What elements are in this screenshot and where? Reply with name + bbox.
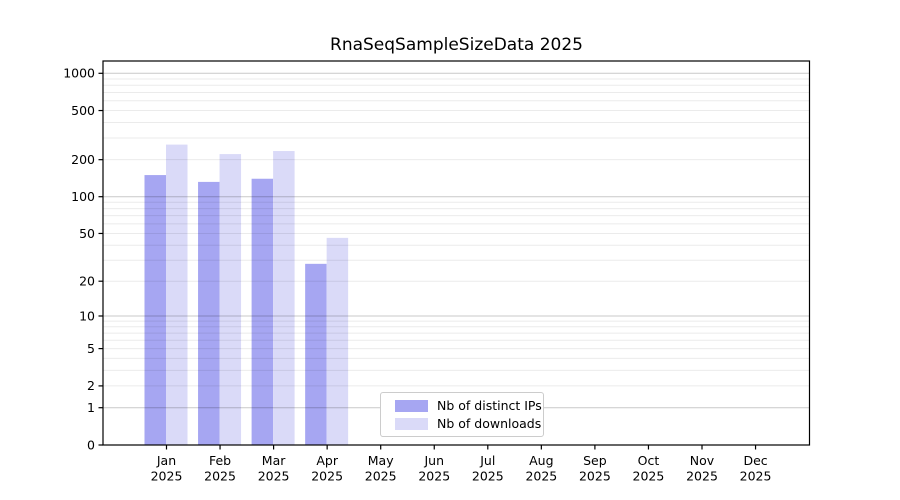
bar-downloads-jan xyxy=(166,144,188,445)
x-tick-label-feb: Feb xyxy=(209,453,231,468)
x-tick-label-oct: Oct xyxy=(638,453,660,468)
bar-distinct-ips-mar xyxy=(251,178,274,445)
legend-item-downloads: Nb of downloads xyxy=(395,416,541,432)
legend: Nb of distinct IPs Nb of downloads xyxy=(380,392,544,437)
y-tick-label-5: 5 xyxy=(87,341,95,356)
x-tick-label-year-aug: 2025 xyxy=(525,469,557,484)
x-tick-label-year-oct: 2025 xyxy=(633,469,665,484)
x-tick-label-year-nov: 2025 xyxy=(686,469,718,484)
y-tick-label-10: 10 xyxy=(79,308,95,323)
legend-label-distinct-ips: Nb of distinct IPs xyxy=(437,397,542,413)
y-tick-label-1000: 1000 xyxy=(63,66,95,81)
legend-label-downloads: Nb of downloads xyxy=(437,415,542,431)
y-tick-label-500: 500 xyxy=(71,103,95,118)
x-tick-label-jun: Jun xyxy=(423,453,444,468)
bar-downloads-mar xyxy=(273,151,295,445)
chart-title: RnaSeqSampleSizeData 2025 xyxy=(330,35,583,55)
plot-border xyxy=(102,60,811,446)
legend-swatch-downloads xyxy=(395,418,428,430)
x-tick-label-apr: Apr xyxy=(316,453,338,468)
x-tick-label-sep: Sep xyxy=(583,453,607,468)
y-tick-label-20: 20 xyxy=(79,274,95,289)
x-tick-label-year-jan: 2025 xyxy=(151,469,183,484)
y-tick-label-0: 0 xyxy=(87,437,95,452)
x-tick-label-year-feb: 2025 xyxy=(204,469,236,484)
x-tick-label-year-dec: 2025 xyxy=(740,469,772,484)
x-tick-label-may: May xyxy=(368,453,394,468)
bar-distinct-ips-apr xyxy=(305,263,327,445)
x-tick-label-year-may: 2025 xyxy=(365,469,397,484)
bar-downloads-apr xyxy=(326,237,349,445)
y-tick-label-100: 100 xyxy=(71,189,95,204)
bar-distinct-ips-feb xyxy=(198,181,220,445)
y-tick-label-200: 200 xyxy=(71,152,95,167)
y-tick-label-2: 2 xyxy=(87,378,95,393)
x-tick-label-year-jul: 2025 xyxy=(472,469,504,484)
x-tick-label-jul: Jul xyxy=(479,453,495,468)
x-tick-label-year-mar: 2025 xyxy=(258,469,290,484)
y-tick-label-50: 50 xyxy=(79,226,95,241)
y-tick-label-1: 1 xyxy=(87,400,95,415)
bar-downloads-feb xyxy=(219,154,242,445)
legend-item-distinct-ips: Nb of distinct IPs xyxy=(395,398,542,414)
x-tick-label-jan: Jan xyxy=(156,453,176,468)
x-tick-label-aug: Aug xyxy=(529,453,553,468)
x-tick-label-year-apr: 2025 xyxy=(311,469,343,484)
x-tick-label-year-sep: 2025 xyxy=(579,469,611,484)
bar-distinct-ips-jan xyxy=(144,175,166,445)
x-tick-label-year-jun: 2025 xyxy=(418,469,450,484)
legend-swatch-distinct-ips xyxy=(395,400,428,412)
x-tick-label-dec: Dec xyxy=(743,453,767,468)
x-tick-label-mar: Mar xyxy=(262,453,286,468)
x-tick-label-nov: Nov xyxy=(690,453,715,468)
